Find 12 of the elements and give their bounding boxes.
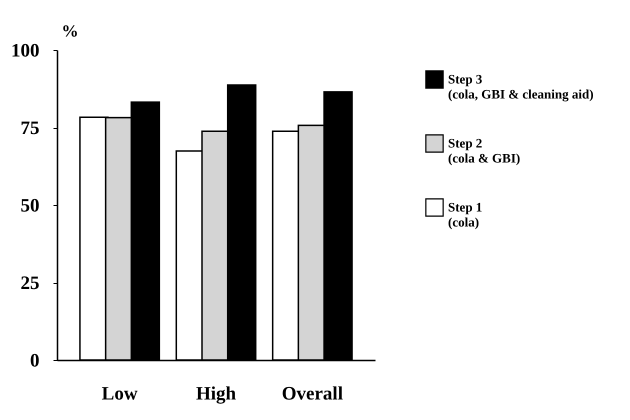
x-tick-label: Low	[102, 384, 138, 404]
legend-label: Step 2 (cola & GBI)	[448, 136, 520, 166]
x-tick-label: Overall	[282, 384, 343, 404]
y-axis-title: %	[62, 22, 78, 40]
x-tick-label: High	[196, 384, 236, 404]
legend-label: Step 3 (cola, GBI & cleaning aid)	[448, 72, 594, 102]
y-tick-label: 100	[11, 40, 40, 62]
y-tick-label: 50	[20, 196, 40, 216]
y-tick-label: 25	[20, 273, 40, 294]
y-tick-label: 0	[30, 350, 40, 372]
y-tick-label: 75	[20, 118, 40, 139]
legend-label: Step 1 (cola)	[448, 200, 482, 230]
